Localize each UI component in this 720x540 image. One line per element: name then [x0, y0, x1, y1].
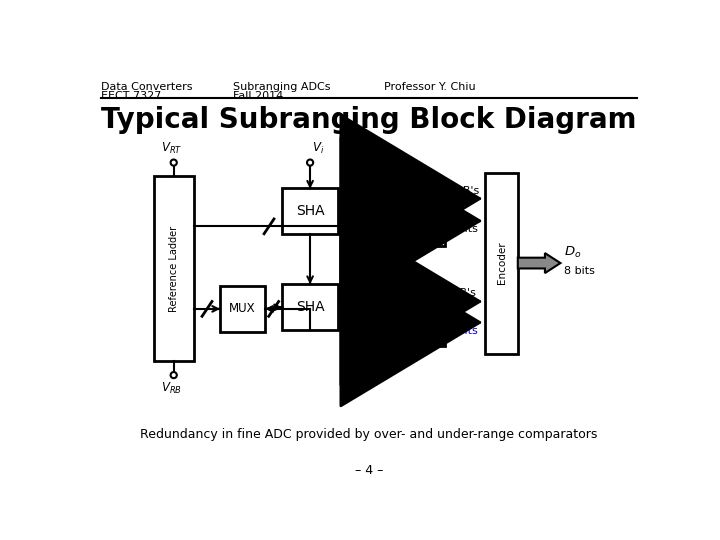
Text: $V_{RT}$: $V_{RT}$: [161, 141, 183, 157]
Text: Typical Subranging Block Diagram: Typical Subranging Block Diagram: [102, 106, 636, 133]
Text: Reference Ladder: Reference Ladder: [168, 226, 179, 312]
Text: Professor Y. Chiu: Professor Y. Chiu: [384, 82, 476, 92]
Bar: [485, 173, 518, 354]
Text: Fine ADC: Fine ADC: [374, 308, 431, 321]
Text: $V_{RB}$: $V_{RB}$: [161, 381, 182, 396]
Text: Fall 2014: Fall 2014: [233, 91, 284, 101]
Polygon shape: [518, 253, 560, 273]
Text: Subranging ADCs: Subranging ADCs: [233, 82, 331, 92]
Bar: [153, 177, 194, 361]
Text: MSB's: MSB's: [447, 186, 480, 195]
Bar: [282, 188, 338, 234]
Text: SHA: SHA: [296, 300, 325, 314]
Bar: [360, 180, 445, 246]
Bar: [220, 286, 265, 332]
Text: 8 bits: 8 bits: [564, 266, 595, 276]
Text: Coarse
ADC: Coarse ADC: [381, 199, 424, 227]
Text: Encoder: Encoder: [497, 242, 507, 285]
Text: LSB's: LSB's: [447, 288, 477, 299]
Text: $D_o$: $D_o$: [564, 245, 582, 260]
Text: SHA: SHA: [296, 204, 325, 218]
Text: MUX: MUX: [230, 302, 256, 315]
Text: $V_i$: $V_i$: [312, 140, 324, 156]
Bar: [360, 284, 445, 346]
Text: EECT 7327: EECT 7327: [101, 91, 161, 101]
Circle shape: [171, 372, 177, 378]
Text: – 4 –: – 4 –: [355, 464, 383, 477]
Circle shape: [171, 159, 177, 166]
Text: 4 bits: 4 bits: [447, 224, 478, 234]
Text: 5 bits: 5 bits: [447, 326, 478, 335]
Text: Data Converters: Data Converters: [101, 82, 192, 92]
Bar: [282, 284, 338, 330]
Text: Redundancy in fine ADC provided by over- and under-range comparators: Redundancy in fine ADC provided by over-…: [140, 428, 598, 441]
Circle shape: [307, 159, 313, 166]
